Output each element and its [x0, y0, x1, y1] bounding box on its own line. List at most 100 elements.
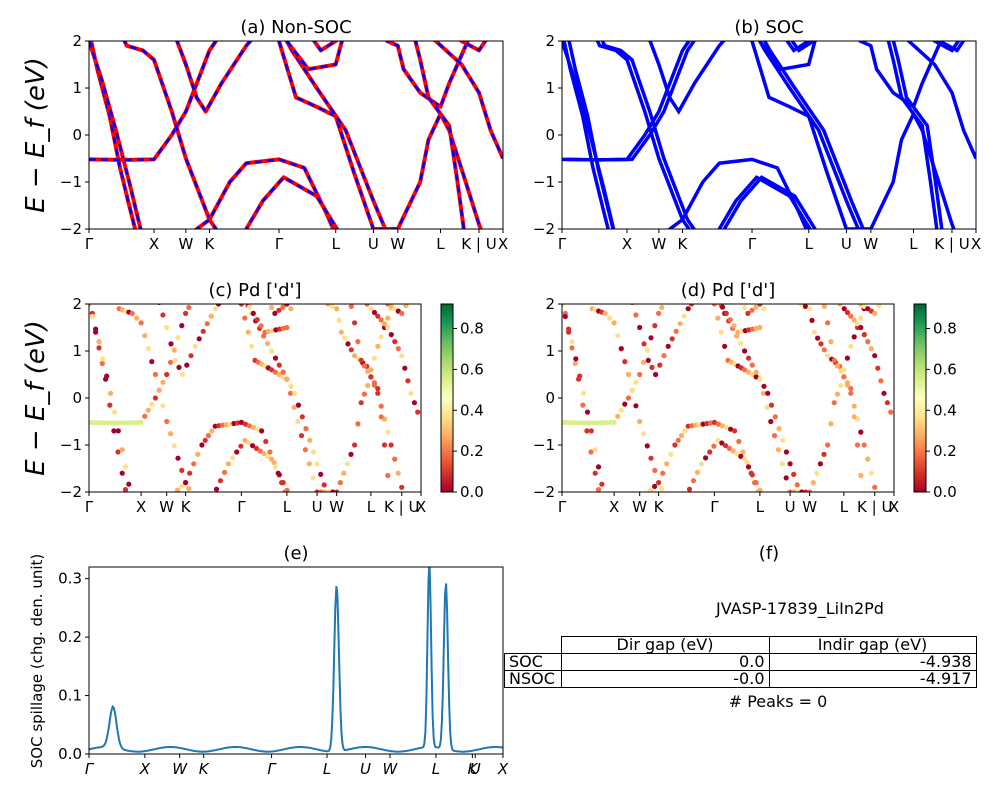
projection-point [217, 478, 224, 484]
row1-ylabel: E − E_f (eV) [21, 57, 51, 213]
projection-point [171, 443, 177, 449]
projection-point [844, 309, 851, 316]
projection-point [787, 461, 793, 467]
projection-point [791, 489, 797, 492]
projection-point [395, 346, 401, 352]
panel-e-xtick-label: W [172, 760, 188, 778]
projection-point [208, 313, 214, 319]
projection-point [841, 374, 847, 380]
projection-point [378, 334, 384, 340]
projection-point [276, 472, 282, 478]
projection-point [153, 287, 158, 292]
panel-a-frame [88, 40, 504, 230]
projection-point [577, 373, 583, 379]
panel-a-xtick-label: L [436, 235, 445, 253]
projection-point [242, 437, 248, 443]
projection-point [365, 382, 371, 389]
projection-point [881, 390, 887, 396]
band-line-blue [277, 41, 483, 229]
projection-point [250, 310, 256, 316]
projection-point [592, 447, 598, 453]
projection-point [731, 323, 737, 329]
panel-e-xtick-label: Γ [85, 760, 95, 778]
projection-point [287, 390, 294, 396]
projection-point [707, 449, 713, 455]
projection-point [831, 357, 837, 363]
panel-a-ytick-label: 0 [72, 126, 82, 144]
panel-e-xtick-label: K [199, 760, 210, 778]
panel-d-title: (d) Pd ['d'] [681, 280, 776, 301]
colorbar-tick-label: 0.0 [933, 483, 957, 501]
projection-point [364, 304, 370, 307]
projection-point [104, 373, 110, 379]
projection-point [86, 292, 91, 297]
projection-point [834, 391, 841, 397]
projection-point [375, 287, 380, 292]
projection-point [375, 313, 381, 319]
projection-point [261, 451, 267, 457]
projection-point [280, 369, 286, 375]
projection-point [586, 297, 591, 302]
colorbar-tick-label: 0.4 [933, 401, 957, 419]
projection-point [245, 329, 251, 335]
projection-point [672, 442, 678, 448]
projection-point [844, 355, 851, 361]
band-line-red [193, 157, 336, 229]
panel-c: (c) Pd ['d'] 210−1−2Γ X W K Γ L U W L K | UX 0.80… [60, 280, 484, 516]
projection-point [753, 480, 759, 486]
projection-point [640, 359, 647, 365]
projection-point [685, 306, 691, 312]
projection-point [265, 453, 271, 459]
projection-point [382, 297, 387, 302]
panel-a-xtick-label: L [332, 235, 341, 253]
projection-point [878, 378, 884, 384]
panel-d-ytick-label: 2 [545, 295, 555, 313]
projection-point [174, 487, 181, 492]
projection-point [656, 480, 662, 486]
projection-point [206, 504, 211, 509]
panel-d-xtick-label: W [802, 498, 817, 516]
panel-d-xtick-label: L [756, 498, 765, 516]
projection-point [299, 414, 305, 420]
panel-a-xtick-label: Γ [275, 235, 284, 253]
projection-point [738, 340, 744, 347]
projection-point [179, 483, 185, 489]
projection-point [402, 365, 408, 371]
projection-point [584, 409, 591, 415]
panel-b-xtick-label: W [863, 235, 878, 253]
projection-point [345, 287, 350, 292]
projection-point [814, 470, 820, 476]
projection-point [392, 297, 397, 302]
projection-point [109, 420, 115, 426]
projection-point [238, 304, 244, 307]
panel-e-spillage [89, 567, 503, 753]
projection-point [371, 380, 377, 386]
panel-c-title: (c) Pd ['d'] [208, 280, 301, 301]
panel-b-xtick-label: U [841, 235, 852, 253]
projection-point [834, 363, 841, 369]
projection-point [858, 472, 864, 479]
gap-table-cell-indir: -4.917 [768, 670, 977, 688]
band-line-soc [906, 41, 976, 160]
projection-point [664, 461, 670, 467]
projection-point [604, 420, 610, 426]
projection-point [711, 419, 718, 425]
projection-point [734, 451, 740, 457]
band-line-soc [562, 41, 616, 229]
projection-point [272, 310, 278, 316]
projection-point [668, 451, 674, 457]
projection-point [342, 335, 348, 341]
band-line-blue [89, 41, 142, 229]
colorbar-tick-label: 0.8 [933, 320, 957, 338]
projection-point [129, 310, 135, 316]
projection-point [795, 294, 800, 299]
projection-point [749, 371, 755, 378]
panel-a-xtick-label: U [368, 235, 379, 253]
band-line-soc [648, 41, 726, 115]
projection-point [821, 451, 827, 457]
projection-point [625, 395, 632, 401]
projection-point [375, 343, 381, 349]
projection-point [732, 428, 738, 434]
projection-point [399, 353, 405, 359]
projection-point [659, 485, 665, 492]
